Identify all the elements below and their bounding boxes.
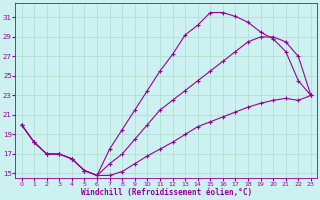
X-axis label: Windchill (Refroidissement éolien,°C): Windchill (Refroidissement éolien,°C)	[81, 188, 252, 197]
